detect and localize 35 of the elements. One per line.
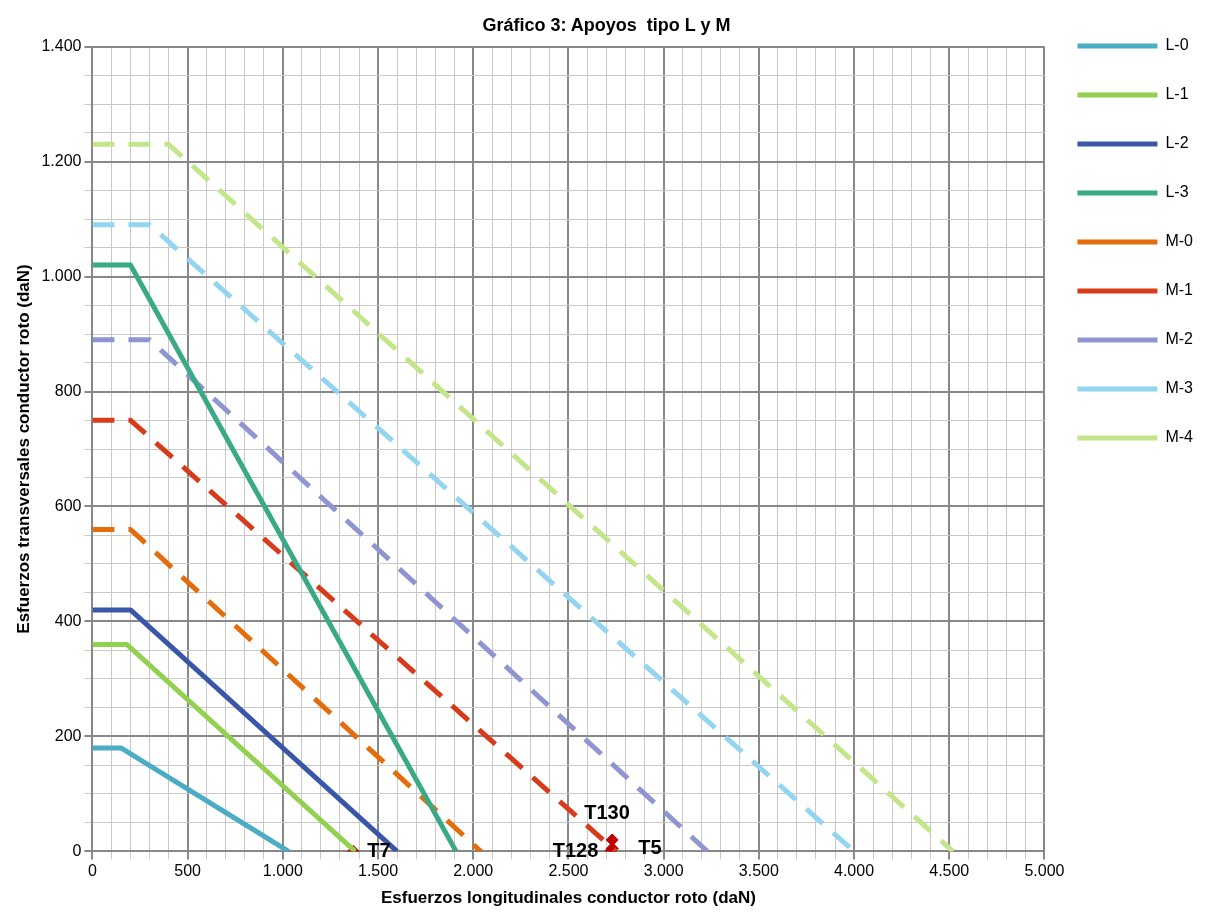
y-tick-label: 400: [54, 611, 82, 629]
legend-label: M-2: [1165, 330, 1194, 348]
x-tick-label: 0: [87, 862, 97, 880]
y-tick-label: 1.400: [41, 37, 82, 55]
x-tick-label: 1.500: [358, 862, 399, 880]
annotation: T130: [584, 801, 630, 824]
legend-label: L-1: [1165, 85, 1189, 103]
chart-title: Gráfico 3: Apoyos tipo L y M: [482, 14, 731, 35]
y-tick-label: 1.200: [41, 151, 82, 169]
x-tick-label: 4.000: [834, 862, 875, 880]
x-tick-label: 1.000: [262, 862, 303, 880]
x-tick-label: 5.000: [1024, 862, 1065, 880]
x-tick-label: 2.000: [453, 862, 494, 880]
legend-label: L-2: [1165, 134, 1189, 152]
annotation: T128: [552, 838, 599, 861]
legend-label: L-3: [1165, 183, 1189, 201]
x-tick-label: 4.500: [929, 862, 970, 880]
x-tick-label: 2.500: [548, 862, 589, 880]
y-tick-label: 600: [54, 496, 82, 514]
legend-label: L-0: [1165, 36, 1189, 54]
y-axis-title: Esfuerzos transversales conductor roto (daN): [13, 264, 33, 634]
annotation: T7: [367, 838, 391, 861]
x-tick-label: 3.000: [643, 862, 684, 880]
y-tick-label: 200: [54, 726, 82, 744]
legend-label: M-4: [1165, 428, 1194, 446]
x-tick-label: 500: [174, 862, 202, 880]
y-tick-label: 800: [54, 381, 82, 399]
x-tick-label: 3.500: [738, 862, 779, 880]
legend-label: M-3: [1165, 379, 1194, 397]
y-tick-label: 0: [72, 841, 82, 859]
y-tick-label: 1.000: [41, 266, 82, 284]
x-axis-title: Esfuerzos longitudinales conductor roto (daN): [380, 888, 756, 908]
annotation: T5: [638, 836, 662, 859]
legend-label: M-0: [1165, 232, 1194, 250]
legend-label: M-1: [1165, 281, 1194, 299]
